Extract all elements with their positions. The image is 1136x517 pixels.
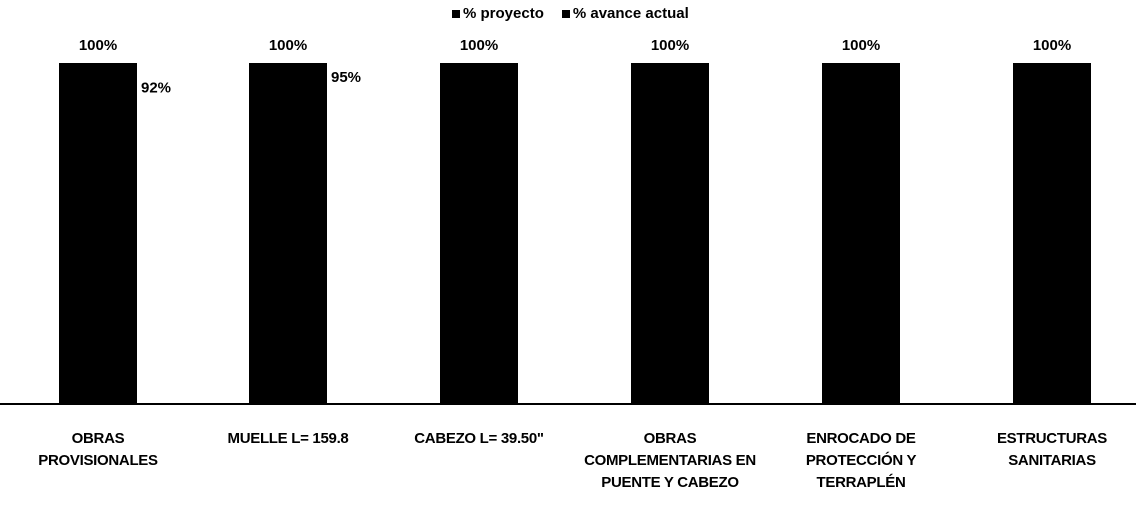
value-label-proyecto: 100%: [1033, 37, 1071, 54]
legend-item-proyecto: % proyecto: [452, 5, 544, 22]
category-label: CABEZO L= 39.50": [414, 430, 544, 447]
category-label: OBRAS PROVISIONALES: [38, 430, 158, 469]
value-label-avance: 92%: [141, 79, 171, 96]
legend-swatch-avance: [561, 9, 570, 18]
legend-label-proyecto: % proyecto: [463, 5, 544, 22]
legend-label-avance: % avance actual: [572, 5, 689, 22]
legend: % proyecto % avance actual: [452, 5, 689, 22]
value-label-proyecto: 100%: [651, 37, 689, 54]
bar-proyecto: [1013, 63, 1091, 404]
category-label: ESTRUCTURAS SANITARIAS: [996, 430, 1108, 469]
value-label-proyecto: 100%: [842, 37, 880, 54]
value-label-proyecto: 100%: [269, 37, 307, 54]
bars-group: [59, 63, 1091, 404]
category-label: ENROCADO DE PROTECCIÓN Y TERRAPLÉN: [805, 430, 917, 491]
value-label-proyecto: 100%: [460, 37, 498, 54]
legend-item-avance: % avance actual: [561, 5, 689, 22]
value-label-proyecto: 100%: [79, 37, 117, 54]
value-labels-group: 100% 92% 100% 95% 100% 100% 100% 100%: [79, 37, 1071, 96]
bar-proyecto: [440, 63, 518, 404]
bar-proyecto: [631, 63, 709, 404]
value-label-avance: 95%: [331, 69, 361, 86]
bar-proyecto: [249, 63, 327, 404]
legend-swatch-proyecto: [452, 9, 460, 18]
bar-proyecto: [822, 63, 900, 404]
category-label: MUELLE L= 159.8: [227, 430, 349, 447]
category-label: OBRAS COMPLEMENTARIAS EN PUENTE Y CABEZO: [584, 430, 756, 491]
bar-proyecto: [59, 63, 137, 404]
